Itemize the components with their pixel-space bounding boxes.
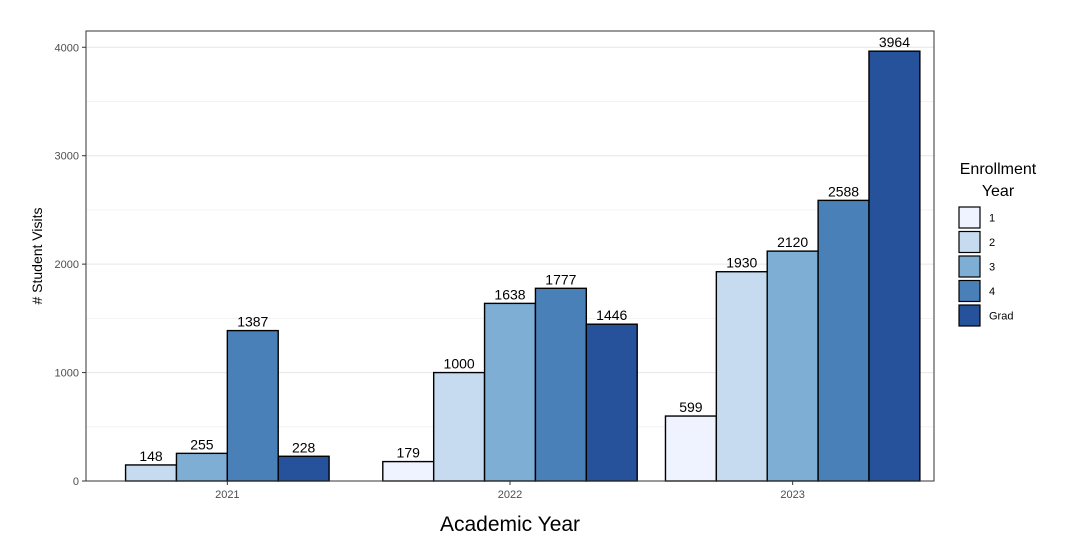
legend-label: 2 (989, 237, 995, 249)
legend-swatch-3 (958, 255, 981, 278)
y-tick-label: 2000 (55, 259, 79, 271)
x-tick-label: 2022 (498, 489, 522, 501)
legend-swatch-4 (958, 279, 981, 303)
legend-label: 3 (989, 262, 995, 274)
legend-title-line-2: Year (982, 183, 1015, 200)
bar-value-label: 228 (292, 439, 316, 455)
legend-swatch-Grad (958, 304, 981, 327)
bar-value-label: 148 (139, 448, 163, 464)
x-tick-label: 2023 (780, 489, 804, 501)
bar-value-labels: 148 255 1387 228 179 1000 1638 1777 1446 599 1930 2… (139, 34, 910, 464)
bar-value-label: 2120 (777, 234, 808, 250)
bar-2023-2 (715, 271, 768, 482)
bar-value-label: 1930 (726, 255, 757, 271)
y-tick-label: 4000 (55, 42, 79, 54)
bar-2023-3 (766, 250, 819, 482)
bar-2022-Grad (585, 323, 638, 482)
legend-label: 4 (989, 286, 995, 298)
legend-title-line-1: Enrollment (960, 161, 1037, 178)
bar-value-label: 1387 (237, 314, 268, 330)
bar-value-label: 1638 (494, 286, 525, 302)
legend-swatch-2 (958, 230, 981, 254)
bar-value-label: 1446 (596, 307, 627, 323)
bar-2021-2 (124, 464, 178, 482)
legend: Enrollment Year 1 2 3 4 Grad (958, 161, 1037, 327)
bar-2021-4 (226, 329, 279, 482)
bar-value-label: 2588 (828, 183, 859, 199)
x-axis: 2021 2022 2023 (215, 481, 805, 501)
bar-value-label: 1777 (545, 271, 576, 287)
y-tick-label: 1000 (55, 368, 79, 380)
x-tick-label: 2021 (215, 489, 239, 501)
bar-value-label: 255 (190, 436, 214, 452)
legend-label: 1 (989, 213, 995, 225)
bar-2023-4 (817, 199, 870, 482)
bar-value-label: 599 (679, 399, 703, 415)
bar-2022-1 (382, 460, 435, 482)
y-axis: 0 1000 2000 3000 4000 (55, 42, 86, 488)
legend-items: 1 2 3 4 Grad (958, 206, 1013, 327)
bar-value-label: 3964 (879, 34, 910, 50)
y-tick-label: 3000 (55, 151, 79, 163)
bar-2023-Grad (868, 50, 921, 482)
bar-2022-2 (432, 371, 486, 482)
y-tick-label: 0 (73, 476, 79, 488)
bar-2023-1 (664, 415, 718, 482)
bars (124, 50, 921, 482)
legend-label: Grad (989, 311, 1013, 323)
y-axis-title: # Student Visits (29, 207, 45, 304)
bar-2022-4 (534, 287, 588, 482)
bar-value-label: 179 (397, 445, 421, 461)
bar-2021-3 (175, 452, 229, 482)
bar-2021-Grad (277, 455, 330, 482)
bar-2022-3 (483, 302, 537, 482)
legend-swatch-1 (958, 206, 981, 229)
bar-value-label: 1000 (444, 356, 475, 372)
x-axis-title: Academic Year (440, 513, 580, 536)
